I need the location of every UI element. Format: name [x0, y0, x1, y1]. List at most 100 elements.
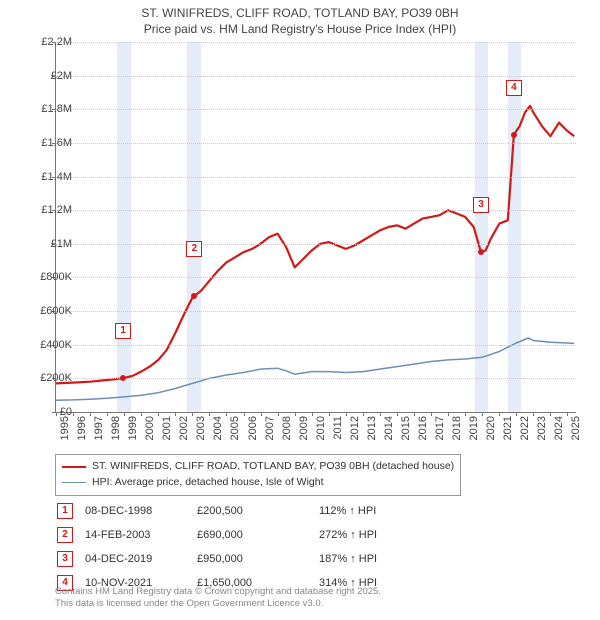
x-tick-mark — [363, 412, 364, 416]
footer-attribution: Contains HM Land Registry data © Crown c… — [55, 586, 381, 611]
x-tick-mark — [448, 412, 449, 416]
gridline-h — [56, 109, 576, 110]
x-tick-mark — [124, 412, 125, 416]
chart-legend: ST. WINIFREDS, CLIFF ROAD, TOTLAND BAY, … — [55, 454, 461, 496]
gridline-h — [56, 210, 576, 211]
x-axis-label: 2013 — [366, 416, 378, 456]
x-axis-label: 2002 — [178, 416, 190, 456]
y-axis-label: £2M — [22, 70, 72, 82]
x-axis-label: 2017 — [434, 416, 446, 456]
sale-note-row: 304-DEC-2019£950,000187% ↑ HPI — [57, 548, 387, 570]
x-tick-mark — [431, 412, 432, 416]
x-tick-mark — [192, 412, 193, 416]
x-axis-label: 2021 — [502, 416, 514, 456]
legend-label: HPI: Average price, detached house, Isle… — [92, 475, 324, 491]
gridline-h — [56, 42, 576, 43]
note-pct: 112% ↑ HPI — [319, 500, 387, 522]
chart-plot-area: 1 2 3 4 — [55, 42, 576, 413]
note-pct: 187% ↑ HPI — [319, 548, 387, 570]
x-axis-label: 2010 — [315, 416, 327, 456]
x-axis-label: 2016 — [417, 416, 429, 456]
sale-notes-table: 108-DEC-1998£200,500112% ↑ HPI 2 14-FEB-20… — [55, 498, 389, 596]
gridline-h — [56, 378, 576, 379]
x-axis-label: 2024 — [553, 416, 565, 456]
chart-container: ST. WINIFREDS, CLIFF ROAD, TOTLAND BAY, … — [0, 0, 600, 620]
x-axis-label: 2005 — [229, 416, 241, 456]
note-marker-icon: 3 — [57, 551, 73, 567]
sale-note-row: 108-DEC-1998£200,500112% ↑ HPI — [57, 500, 387, 522]
gridline-h — [56, 244, 576, 245]
y-axis-label: £1.8M — [22, 103, 72, 115]
title-line-1: ST. WINIFREDS, CLIFF ROAD, TOTLAND BAY, … — [141, 6, 458, 20]
y-axis-label: £400K — [22, 339, 72, 351]
x-tick-mark — [380, 412, 381, 416]
legend-item: HPI: Average price, detached house, Isle… — [62, 475, 454, 491]
x-axis-label: 1998 — [110, 416, 122, 456]
x-tick-mark — [141, 412, 142, 416]
gridline-h — [56, 177, 576, 178]
y-axis-label: £1M — [22, 238, 72, 250]
x-tick-mark — [90, 412, 91, 416]
x-tick-mark — [278, 412, 279, 416]
x-tick-mark — [312, 412, 313, 416]
footer-line-2: This data is licensed under the Open Gov… — [55, 598, 323, 609]
note-price: £690,000 — [197, 524, 317, 546]
x-tick-mark — [346, 412, 347, 416]
x-axis-label: 2020 — [485, 416, 497, 456]
x-axis-label: 1999 — [127, 416, 139, 456]
note-date: 08-DEC-1998 — [85, 500, 195, 522]
x-tick-mark — [175, 412, 176, 416]
x-tick-mark — [567, 412, 568, 416]
x-tick-mark — [482, 412, 483, 416]
y-axis-label: £1.4M — [22, 171, 72, 183]
sale-marker-label: 1 — [115, 323, 131, 339]
y-axis-label: £800K — [22, 271, 72, 283]
sale-marker-label: 2 — [186, 241, 202, 257]
x-axis-label: 1996 — [76, 416, 88, 456]
sale-marker-dot — [511, 132, 517, 138]
sale-marker-dot — [120, 375, 126, 381]
y-axis-label: £1.2M — [22, 204, 72, 216]
x-axis-label: 2004 — [212, 416, 224, 456]
x-axis-label: 2015 — [400, 416, 412, 456]
x-tick-mark — [329, 412, 330, 416]
x-axis-label: 2018 — [451, 416, 463, 456]
x-axis-label: 2006 — [247, 416, 259, 456]
x-tick-mark — [244, 412, 245, 416]
x-tick-mark — [226, 412, 227, 416]
chart-title: ST. WINIFREDS, CLIFF ROAD, TOTLAND BAY, … — [0, 0, 600, 37]
x-axis-label: 2001 — [161, 416, 173, 456]
x-tick-mark — [516, 412, 517, 416]
x-tick-mark — [550, 412, 551, 416]
chart-lines-svg — [56, 42, 576, 412]
legend-item: ST. WINIFREDS, CLIFF ROAD, TOTLAND BAY, … — [62, 459, 454, 475]
gridline-h — [56, 143, 576, 144]
x-axis-label: 2019 — [468, 416, 480, 456]
note-date: 14-FEB-2003 — [85, 524, 195, 546]
x-tick-mark — [261, 412, 262, 416]
x-axis-label: 2012 — [349, 416, 361, 456]
footer-line-1: Contains HM Land Registry data © Crown c… — [55, 586, 381, 597]
x-tick-mark — [414, 412, 415, 416]
note-marker-icon: 2 — [57, 527, 73, 543]
sale-note-row: 214-FEB-2003£690,000272% ↑ HPI — [57, 524, 387, 546]
x-axis-label: 2014 — [383, 416, 395, 456]
sale-marker-label: 3 — [473, 197, 489, 213]
x-axis-label: 2011 — [332, 416, 344, 456]
x-tick-mark — [533, 412, 534, 416]
x-tick-mark — [499, 412, 500, 416]
y-axis-label: £2.2M — [22, 36, 72, 48]
x-tick-mark — [73, 412, 74, 416]
note-price: £200,500 — [197, 500, 317, 522]
x-axis-label: 2025 — [570, 416, 582, 456]
sale-marker-dot — [478, 249, 484, 255]
x-tick-mark — [158, 412, 159, 416]
legend-label: ST. WINIFREDS, CLIFF ROAD, TOTLAND BAY, … — [92, 459, 454, 475]
x-tick-mark — [465, 412, 466, 416]
sale-marker-label: 4 — [506, 80, 522, 96]
x-tick-mark — [209, 412, 210, 416]
x-axis-label: 1995 — [59, 416, 71, 456]
note-price: £950,000 — [197, 548, 317, 570]
x-tick-mark — [295, 412, 296, 416]
y-axis-label: £1.6M — [22, 137, 72, 149]
